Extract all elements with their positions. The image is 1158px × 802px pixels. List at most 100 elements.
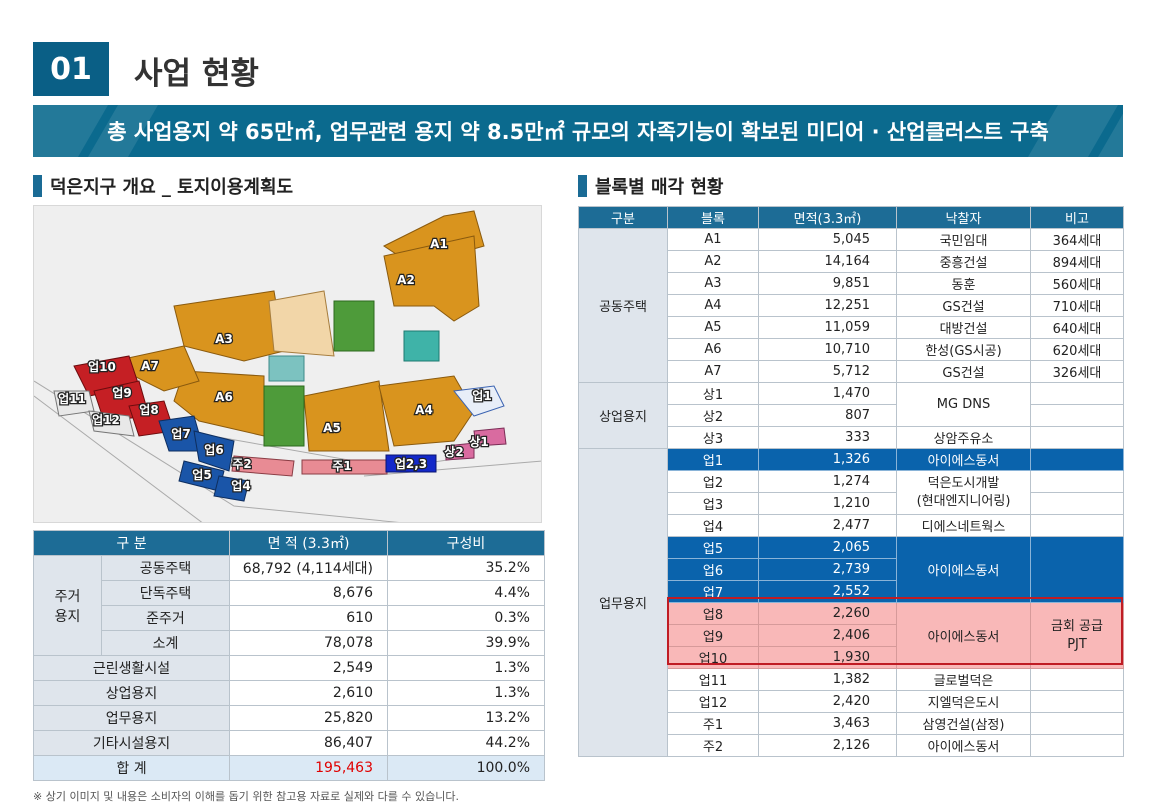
winner-cell: 삼영건설(삼정): [896, 712, 1031, 735]
green-area: [268, 355, 305, 382]
map-label-e8: 업8: [139, 403, 158, 417]
table-row: 업9 2,406: [579, 624, 1124, 647]
map-label-a5: A5: [323, 421, 341, 435]
land-use-map: A1 A2 A3 A7 A6 A5 A4 업1 업10 업9 업8 업11 업1…: [33, 205, 542, 523]
note-cell: 560세대: [1030, 272, 1124, 295]
ratio-cell: 35.2%: [387, 555, 545, 581]
block-a5: [303, 380, 390, 452]
block-cell: 업1: [667, 448, 759, 471]
block-j2: [231, 455, 295, 477]
area-cell: 25,820: [229, 705, 388, 731]
table-row: A6 10,710 한성(GS시공) 620세대: [579, 338, 1124, 361]
block-cell: 업6: [667, 558, 759, 581]
block-cell: 업3: [667, 492, 759, 515]
block-e6: [193, 430, 235, 472]
table-row: 공동주택 A1 5,045 국민임대 364세대: [578, 228, 1124, 383]
note-cell: 326세대: [1030, 360, 1124, 383]
winner-cell: 아이에스동서: [896, 602, 1031, 669]
area-cell: 2,549: [229, 655, 388, 681]
map-label-e6: 업6: [204, 443, 223, 457]
row-label: 공동주택: [101, 555, 230, 581]
map-label-a2: A2: [397, 273, 415, 287]
area-cell: 1,274: [758, 470, 897, 493]
column-header: 구분: [578, 206, 668, 229]
group-label: 상업용지: [578, 382, 668, 449]
ratio-cell: 1.3%: [387, 680, 545, 706]
table-row: 업6 2,739: [579, 558, 1124, 581]
area-cell: 2,126: [758, 734, 897, 757]
area-cell: 11,059: [758, 316, 897, 339]
winner-cell: 상암주유소: [896, 426, 1031, 449]
column-header: 블록: [667, 206, 759, 229]
area-cell: 5,045: [758, 228, 897, 251]
group-label: 업무용지: [578, 448, 668, 757]
note-cell: [1030, 448, 1124, 471]
winner-cell: 동훈: [896, 272, 1031, 295]
map-label-a1: A1: [430, 237, 448, 251]
page-title: 사업 현황: [134, 56, 259, 92]
table-row: 업11 1,382 글로벌덕은: [579, 668, 1124, 691]
ratio-cell: 0.3%: [387, 605, 545, 631]
table-row: 소계 78,078 39.9%: [34, 630, 545, 656]
group-label: 주거 용지: [33, 555, 102, 656]
area-cell: 12,251: [758, 294, 897, 317]
block-s1: [473, 427, 507, 447]
note-cell: [1030, 668, 1124, 691]
total-label: 합 계: [33, 755, 230, 781]
winner-cell: GS건설: [896, 294, 1031, 317]
row-label: 근린생활시설: [33, 655, 230, 681]
map-label-e10: 업10: [88, 360, 116, 374]
block-e4: [213, 475, 250, 502]
green-area: [403, 330, 440, 362]
map-label-s2: 상2: [444, 444, 463, 459]
block-cell: 업2: [667, 470, 759, 493]
column-header: 면 적 (3.3㎡): [229, 530, 388, 556]
table-row: 주2 2,126 아이에스동서: [579, 734, 1124, 757]
block-e1: [453, 385, 505, 417]
map-label-e9: 업9: [112, 386, 131, 400]
row-label: 준주거: [101, 605, 230, 631]
block-cell: 업9: [667, 624, 759, 647]
map-label-e12: 업12: [92, 413, 120, 427]
table-row: 업2 1,274 덕은도시개발 (현대엔지니어링): [579, 470, 1124, 515]
table-row: A7 5,712 GS건설 326세대: [579, 360, 1124, 383]
note-cell: 620세대: [1030, 338, 1124, 361]
map-label-j1: 주1: [332, 459, 351, 473]
block-a2: [383, 235, 480, 322]
table-header-row: 구분 블록 면적(3.3㎡) 낙찰자 비고: [578, 206, 1124, 229]
ratio-cell: 13.2%: [387, 705, 545, 731]
heading-bar: [578, 175, 587, 197]
map-label-e4: 업4: [231, 479, 250, 493]
area-cell: 1,470: [758, 382, 897, 405]
map-label-a4: A4: [415, 403, 433, 417]
table-row: 업4 2,477 디에스네트웍스: [579, 514, 1124, 537]
table-row: 기타시설용지 86,407 44.2%: [33, 730, 545, 756]
map-label-e5: 업5: [192, 468, 211, 482]
area-cell: 2,610: [229, 680, 388, 706]
area-cell: 2,739: [758, 558, 897, 581]
group-label: 공동주택: [578, 228, 668, 383]
green-area: [263, 385, 305, 447]
area-cell: 1,382: [758, 668, 897, 691]
column-header: 구성비: [387, 530, 545, 556]
area-cell: 86,407: [229, 730, 388, 756]
land-use-heading: 덕은지구 개요 _ 토지이용계획도: [33, 173, 293, 199]
block-cell: 주1: [667, 712, 759, 735]
area-cell: 2,260: [758, 602, 897, 625]
winner-cell: 지엘덕은도시: [896, 690, 1031, 713]
area-cell: 1,210: [758, 492, 897, 515]
map-label-s1: 상1: [469, 434, 488, 449]
note-cell: [1030, 426, 1124, 449]
column-header: 비고: [1030, 206, 1124, 229]
map-label-e7: 업7: [171, 427, 190, 441]
block-cell: A6: [667, 338, 759, 361]
table-row: A3 9,851 동훈 560세대: [579, 272, 1124, 295]
block-cell: A3: [667, 272, 759, 295]
residential-detached-zone: [268, 290, 335, 357]
area-cell: 14,164: [758, 250, 897, 273]
table-row: 주1 3,463 삼영건설(삼정): [579, 712, 1124, 735]
block-cell: 업4: [667, 514, 759, 537]
block-cell: A4: [667, 294, 759, 317]
map-label-e2-3: 업2,3: [395, 457, 427, 471]
area-cell: 2,477: [758, 514, 897, 537]
